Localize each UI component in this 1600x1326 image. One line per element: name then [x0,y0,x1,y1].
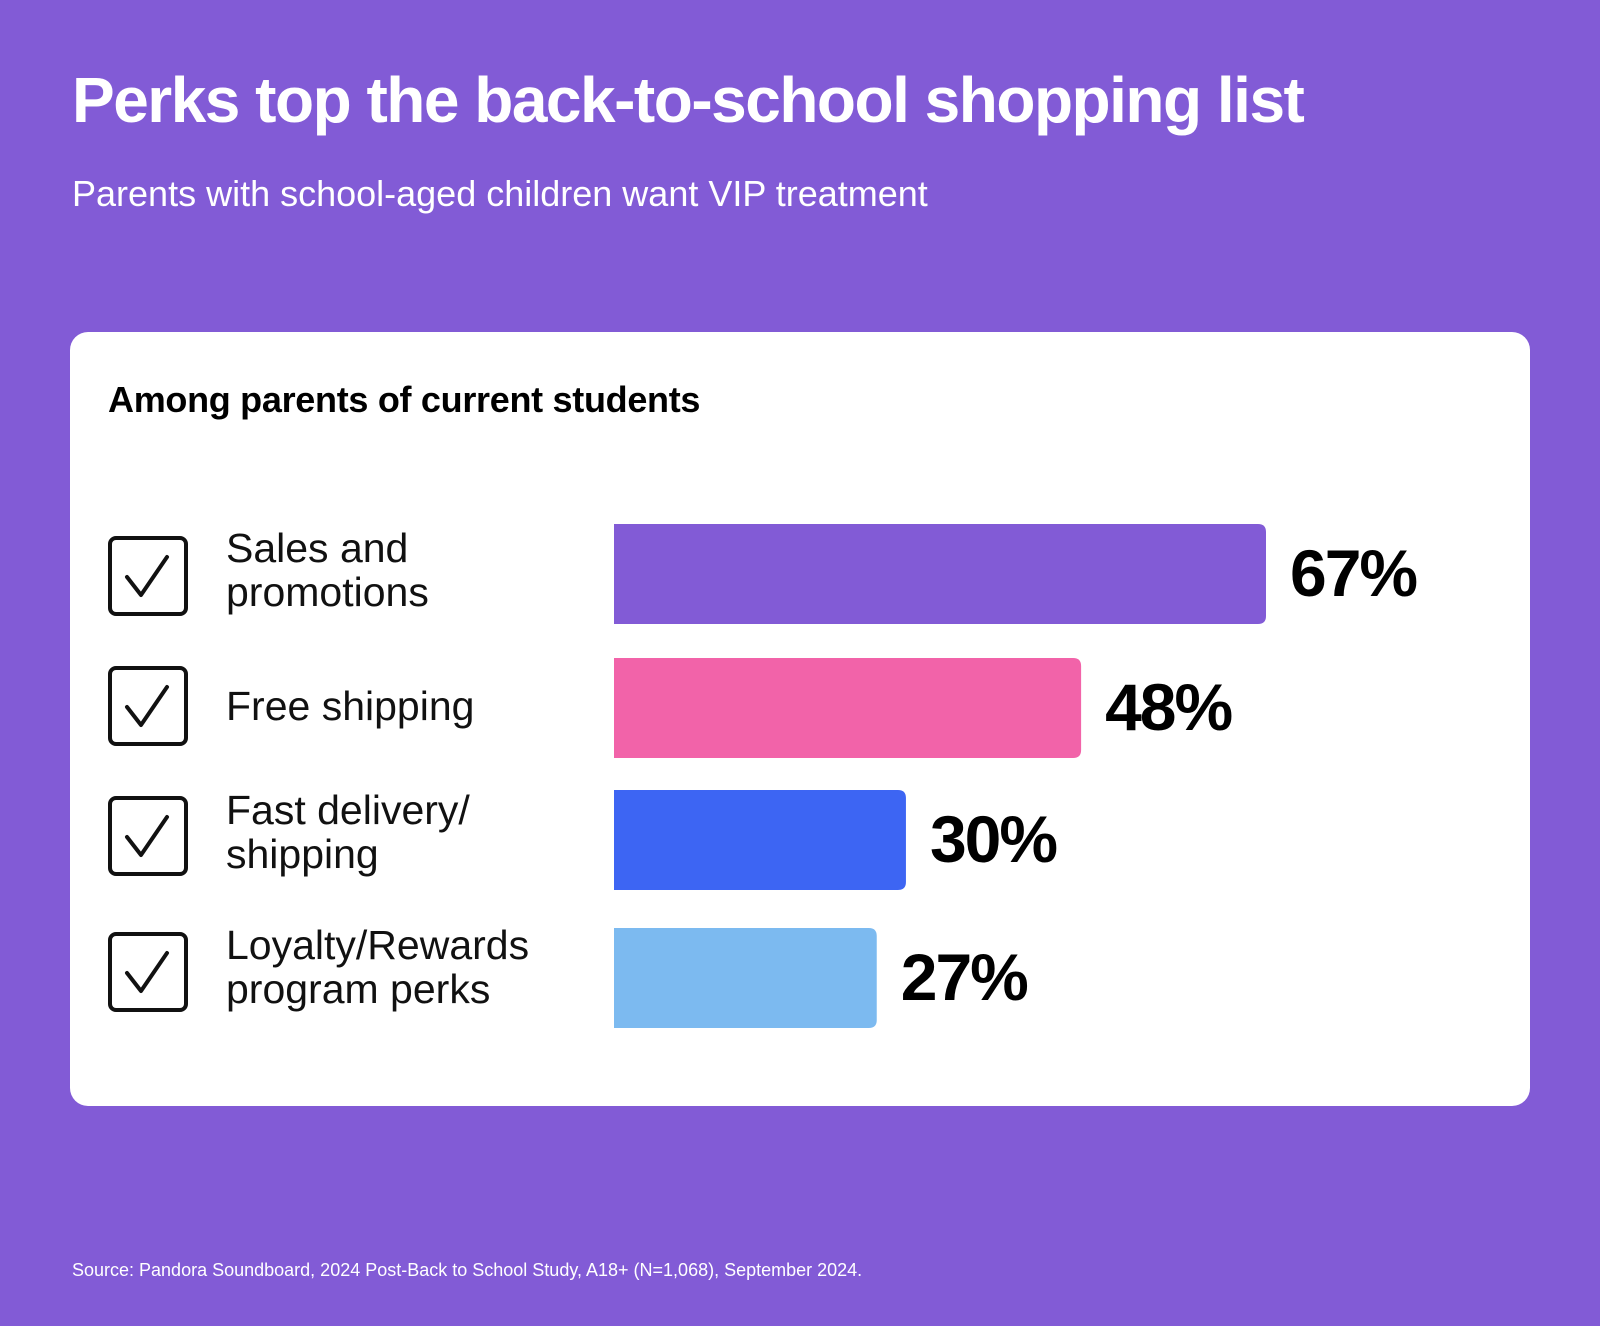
category-label-free-shipping: Free shipping [226,683,475,729]
value-label-fast-delivery-shipping: 30% [930,802,1056,876]
checkbox-checked-icon [108,932,188,1012]
value-label-sales-and-promotions: 67% [1290,536,1416,610]
value-label-loyalty-rewards-program-perks: 27% [901,940,1027,1014]
chart-card: Among parents of current students Sales … [70,332,1530,1106]
checkbox-checked-icon [108,796,188,876]
chart-title: Among parents of current students [108,379,701,420]
bar-loyalty-rewards-program-perks [614,928,877,1028]
category-label-sales-and-promotions: Sales and promotions [226,525,429,615]
page-subtitle: Parents with school-aged children want V… [72,173,928,214]
checkbox-checked-icon [108,536,188,616]
source-note: Source: Pandora Soundboard, 2024 Post-Ba… [72,1260,863,1280]
bar-sales-and-promotions [614,524,1266,624]
bar-free-shipping [614,658,1082,758]
page-title: Perks top the back-to-school shopping li… [72,64,1305,136]
category-label-loyalty-rewards-program-perks: Loyalty/Rewards program perks [226,922,530,1012]
bar-fast-delivery-shipping [614,790,906,890]
value-label-free-shipping: 48% [1105,670,1231,744]
bar-chart: 67% 48% 30% 27% [614,524,1418,1028]
category-label-fast-delivery-shipping: Fast delivery/ shipping [226,787,470,877]
checkbox-checked-icon [108,666,188,746]
